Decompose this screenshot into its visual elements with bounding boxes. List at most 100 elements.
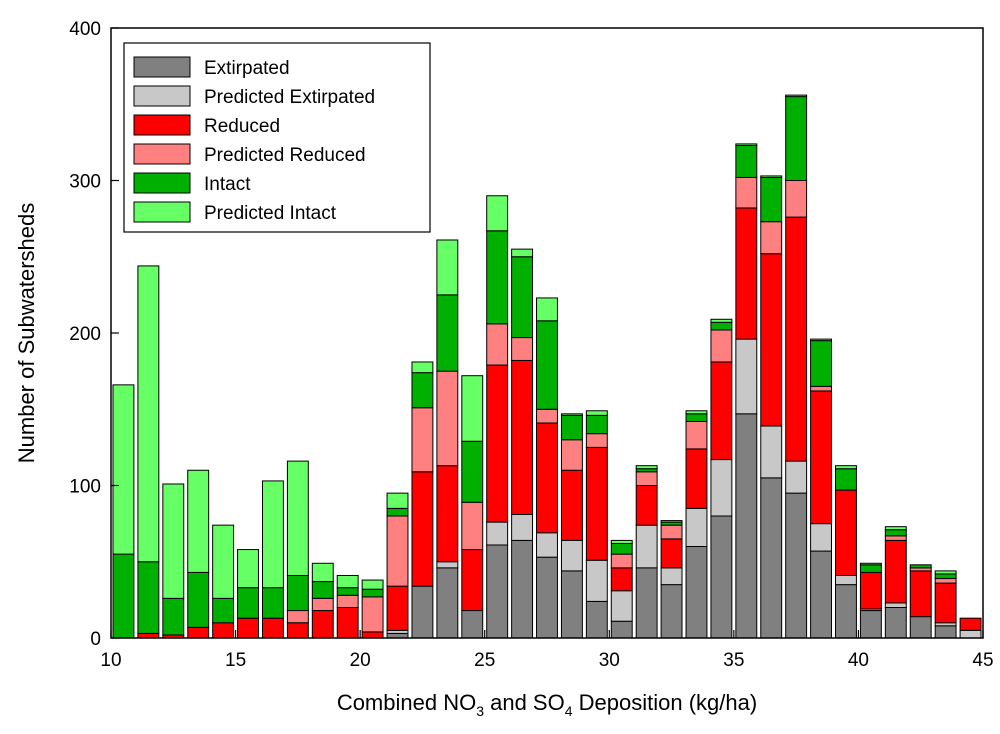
bar-segment xyxy=(536,556,558,639)
bar-segment xyxy=(386,507,409,517)
bar-segment xyxy=(536,532,558,558)
bar-segment xyxy=(187,571,210,628)
bar-segment xyxy=(660,524,683,540)
bar-segment xyxy=(286,610,309,624)
bar-segment xyxy=(486,364,509,523)
legend-label: Reduced xyxy=(204,116,280,137)
bar-segment xyxy=(286,574,309,612)
bar-segment xyxy=(610,542,633,555)
bar-segment xyxy=(436,567,459,639)
bar-segment xyxy=(511,539,534,639)
bar-segment xyxy=(585,414,608,435)
bar-segment xyxy=(162,483,185,599)
bar-segment xyxy=(934,570,957,575)
bar-segment xyxy=(212,524,235,599)
bar-segment xyxy=(760,425,783,479)
bar-segment xyxy=(785,180,808,218)
bar-segment xyxy=(560,439,583,471)
bar-segment xyxy=(835,465,857,470)
bar-segment xyxy=(386,515,409,587)
bar-segment xyxy=(760,175,783,178)
bar-segment xyxy=(959,629,982,639)
bar-segment xyxy=(810,338,833,342)
bar-segment xyxy=(461,440,484,503)
bar-segment xyxy=(735,144,758,178)
bar-segment xyxy=(411,372,434,409)
bar-segment xyxy=(884,535,907,541)
bar-segment xyxy=(835,468,857,491)
bar-segment xyxy=(635,524,658,569)
bar-segment xyxy=(760,176,783,223)
bar-segment xyxy=(361,588,384,598)
bar-segment xyxy=(760,477,783,639)
bar-segment xyxy=(560,570,583,639)
bar-segment xyxy=(436,370,459,467)
bar-segment xyxy=(685,507,708,548)
bar-segment xyxy=(486,230,509,325)
bar-segment xyxy=(884,607,907,639)
bar-segment xyxy=(785,96,808,182)
legend-swatch xyxy=(133,85,191,107)
bar-segment xyxy=(436,239,459,296)
bar-segment xyxy=(436,561,459,569)
bar-segment xyxy=(785,460,808,494)
bar-segment xyxy=(386,492,409,509)
y-tick-label: 0 xyxy=(90,629,101,650)
bar-segment xyxy=(311,581,334,599)
legend-label: Predicted Reduced xyxy=(204,145,366,166)
bar-segment xyxy=(810,340,833,387)
bar-segment xyxy=(760,253,783,427)
bar-segment xyxy=(511,359,534,515)
bar-segment xyxy=(361,631,384,639)
bar-segment xyxy=(536,320,558,410)
bar-segment xyxy=(685,410,708,415)
bar-segment xyxy=(610,567,633,592)
bar-segment xyxy=(361,579,384,590)
bar-segment xyxy=(635,465,658,470)
bar-segment xyxy=(810,385,833,392)
bar-segment xyxy=(486,544,509,639)
x-axis: 10 15 20 25 30 35 40 45 xyxy=(100,630,994,671)
bar-segment xyxy=(411,361,434,374)
bar-segment xyxy=(486,195,509,232)
bar-segment xyxy=(859,571,882,610)
bar-segment xyxy=(511,256,534,339)
bar-segment xyxy=(536,422,558,534)
bar-segment xyxy=(585,559,608,602)
bar-segment xyxy=(461,375,484,442)
legend-label: Predicted Intact xyxy=(204,203,337,224)
bar-segment xyxy=(810,523,833,552)
y-axis-title: Number of Subwatersheds xyxy=(14,203,39,463)
bar-segment xyxy=(536,408,558,424)
bar-segment xyxy=(112,384,135,555)
bar-segment xyxy=(710,515,733,639)
bar-segment xyxy=(810,550,833,639)
y-tick-label: 300 xyxy=(69,172,101,193)
bar-segment xyxy=(336,607,359,639)
bar-segment xyxy=(785,216,808,462)
bar-segment xyxy=(112,553,135,639)
bar-segment xyxy=(486,323,509,366)
bar-segment xyxy=(735,413,758,639)
bar-segment xyxy=(735,143,758,146)
bar-segment xyxy=(137,561,160,634)
bar-segment xyxy=(610,620,633,639)
bar-segment xyxy=(835,489,857,576)
x-axis-title-part-2: and SO xyxy=(484,690,565,715)
bar-segment xyxy=(660,520,683,523)
bar-segment xyxy=(137,265,160,563)
bar-segment xyxy=(835,584,857,639)
bar-segment xyxy=(511,513,534,541)
bar-segment xyxy=(585,433,608,448)
legend-swatch xyxy=(133,201,191,223)
bar-segment xyxy=(735,338,758,415)
bar-segment xyxy=(660,567,683,586)
bar-segment xyxy=(785,492,808,639)
bar-segment xyxy=(511,337,534,361)
bar-segment xyxy=(859,562,882,566)
x-tick-label: 45 xyxy=(972,650,993,671)
bar-segment xyxy=(411,585,434,639)
bar-segment xyxy=(311,610,334,639)
x-tick-label: 15 xyxy=(225,650,246,671)
bar-segment xyxy=(710,329,733,363)
